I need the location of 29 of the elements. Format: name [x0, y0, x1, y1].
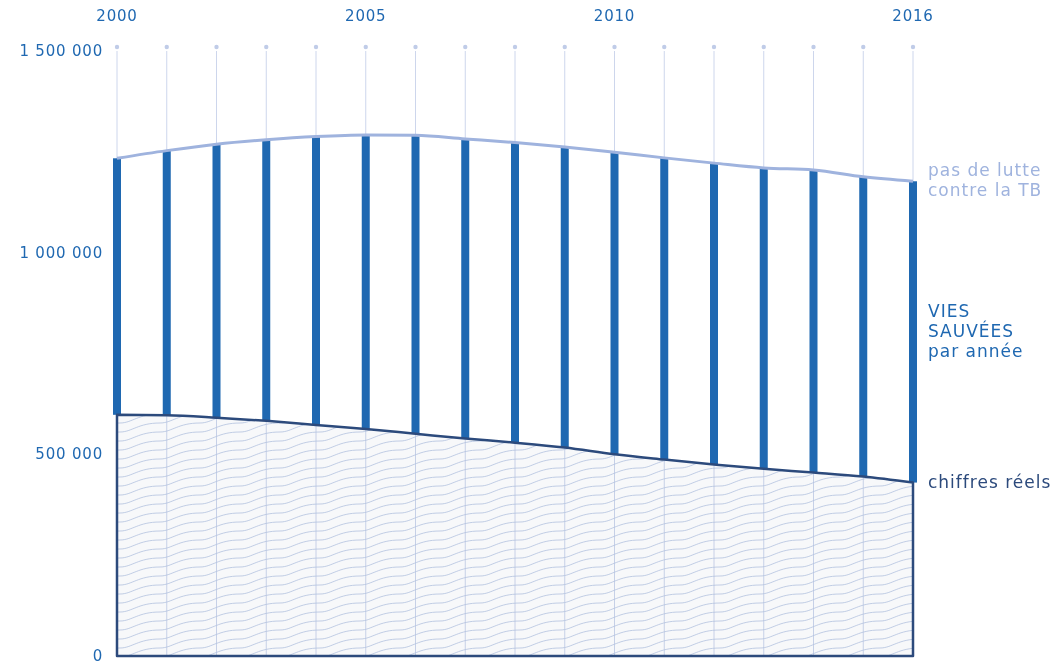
bar	[660, 157, 669, 460]
x-tick-label: 2010	[593, 7, 636, 25]
y-tick-label: 1 000 000	[19, 243, 103, 262]
bar	[511, 142, 519, 443]
bar	[312, 136, 320, 425]
bar	[710, 163, 718, 465]
series-label: chiffres réels	[928, 471, 1052, 492]
bar	[909, 181, 917, 483]
bar	[560, 146, 569, 448]
bar	[461, 138, 470, 439]
series-label: VIES SAUVÉES par année	[928, 300, 1024, 361]
y-tick-label: 1 500 000	[19, 42, 103, 60]
bar	[361, 134, 370, 429]
bar	[809, 169, 818, 473]
y-tick-label: 0	[92, 647, 103, 665]
line-series	[115, 133, 915, 183]
x-tick-label: 2005	[345, 7, 387, 25]
bar	[212, 144, 221, 418]
bar	[610, 152, 619, 455]
bar	[262, 139, 271, 421]
x-tick-label: 2000	[96, 7, 138, 25]
bar	[859, 176, 868, 477]
x-tick-label: 2016	[892, 7, 934, 25]
bar	[113, 158, 121, 415]
bar	[162, 150, 171, 416]
y-tick-label: 500 000	[35, 445, 103, 464]
bar	[411, 135, 420, 434]
series-label: pas de lutte contre la TB	[928, 160, 1043, 201]
bar	[759, 167, 768, 469]
